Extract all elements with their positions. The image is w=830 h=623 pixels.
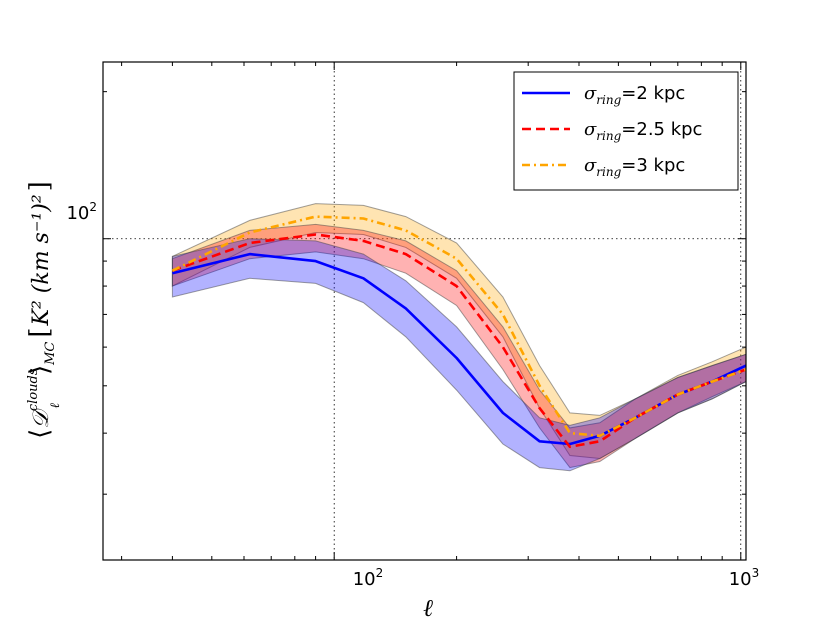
- legend-item-2-5kpc: σring=2.5 kpc: [522, 119, 702, 143]
- x-axis-label: ℓ: [423, 594, 433, 622]
- legend-item-2kpc: σring=2 kpc: [522, 83, 685, 107]
- legend-frame: [513, 71, 739, 191]
- series-line-2-5kpc: [171, 233, 747, 449]
- legend: σring=2 kpc σring=2.5 kpc σring=3 kpc: [513, 71, 739, 191]
- y-axis-label: ⟨𝒟clouds ℓ⟩MC[K² (km s⁻¹)²]: [25, 181, 63, 439]
- grid: [103, 62, 746, 560]
- legend-label-2-5kpc: σring=2.5 kpc: [584, 119, 702, 143]
- x-tick-label-100: 102: [353, 566, 384, 590]
- series-line-3kpc: [171, 215, 747, 438]
- x-tick-label-1000: 103: [729, 566, 760, 590]
- axis-ticks: [103, 62, 746, 560]
- series-lines: [171, 215, 747, 449]
- series-line-2kpc: [172, 252, 747, 446]
- legend-label-2kpc: σring=2 kpc: [584, 83, 685, 107]
- legend-item-3kpc: σring=3 kpc: [522, 155, 685, 179]
- plot-frame: [102, 61, 747, 561]
- legend-label-3kpc: σring=3 kpc: [584, 155, 685, 179]
- y-tick-label-100: 102: [66, 200, 97, 224]
